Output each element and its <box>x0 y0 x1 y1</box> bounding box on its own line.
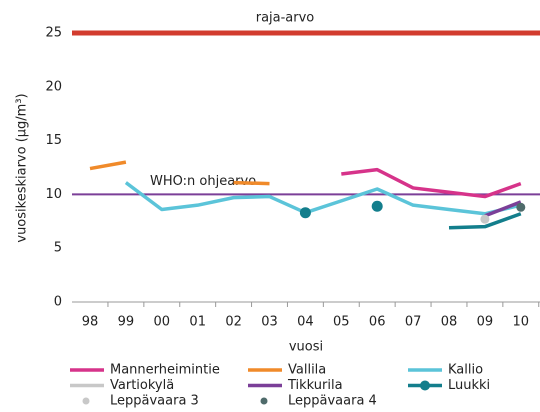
legend-label: Leppävaara 3 <box>110 394 199 409</box>
series-line <box>448 212 522 230</box>
data-point <box>516 202 526 212</box>
x-tick-label: 03 <box>261 315 278 330</box>
x-tick-label: 08 <box>441 315 458 330</box>
x-tick-label: 09 <box>477 315 494 330</box>
legend-label: Vartiokylä <box>110 378 174 393</box>
y-tick-label: 25 <box>45 26 62 41</box>
reference-label: WHO:n ohjearvo <box>150 174 256 189</box>
series-line <box>124 181 522 216</box>
y-tick-label: 10 <box>45 187 62 202</box>
y-tick-label: 20 <box>45 79 62 94</box>
x-tick-label: 99 <box>118 315 135 330</box>
legend-label: Tikkurila <box>287 378 343 393</box>
x-tick-label: 07 <box>405 315 422 330</box>
series-line <box>89 160 270 186</box>
reference-label: raja-arvo <box>256 11 315 26</box>
y-tick-label: 0 <box>54 295 62 310</box>
x-tick-label: 98 <box>82 315 99 330</box>
x-tick-label: 05 <box>333 315 350 330</box>
data-point <box>371 200 383 212</box>
x-tick-label: 06 <box>369 315 386 330</box>
y-axis-label: vuosikeskiarvo (µg/m³) <box>15 93 30 242</box>
legend-label: Luukki <box>448 378 490 393</box>
y-tick-label: 5 <box>54 241 62 256</box>
series-line <box>484 200 522 218</box>
legend-marker <box>420 380 430 391</box>
legend-marker <box>260 397 268 405</box>
legend-label: Leppävaara 4 <box>288 394 377 409</box>
x-tick-label: 02 <box>225 315 242 330</box>
x-tick-label: 10 <box>513 315 530 330</box>
legend-label: Vallila <box>288 363 326 378</box>
x-axis-label: vuosi <box>289 340 323 355</box>
data-point <box>299 207 311 219</box>
y-tick-label: 15 <box>45 133 62 148</box>
data-point <box>480 214 490 224</box>
legend-label: Kallio <box>448 363 483 378</box>
series-line <box>341 167 522 199</box>
x-tick-label: 00 <box>154 315 171 330</box>
x-tick-label: 01 <box>189 315 206 330</box>
x-tick-label: 04 <box>297 315 314 330</box>
legend-marker <box>82 397 90 405</box>
legend-label: Mannerheimintie <box>110 363 220 378</box>
